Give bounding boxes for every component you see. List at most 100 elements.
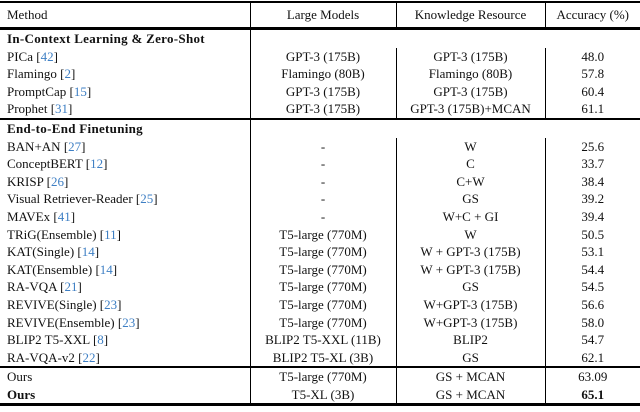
citation-link[interactable]: 11: [104, 226, 117, 242]
knowledge-resource-cell: C: [395, 155, 545, 173]
method-cell: TRiG(Ensemble) [11]: [7, 226, 122, 242]
citation-link[interactable]: 25: [140, 191, 154, 207]
section-header-row: End-to-End Finetuning: [0, 117, 640, 138]
accuracy-cell: 56.6: [544, 295, 640, 314]
table-row: BLIP2 T5-XXL [8] BLIP2 T5-XXL (11B) BLIP2 5…: [0, 331, 640, 349]
method-cell: KAT(Single) [14]: [7, 244, 100, 260]
large-models-cell: T5-large (770M): [249, 260, 396, 279]
large-models-cell: BLIP2 T5-XXL (11B): [249, 331, 396, 349]
accuracy-cell: 58.0: [544, 313, 640, 332]
citation-link[interactable]: 23: [104, 296, 118, 312]
method-cell: PromptCap [15]: [7, 83, 92, 99]
section-title: End-to-End Finetuning: [0, 117, 250, 138]
method-name: Flamingo: [7, 66, 57, 82]
citation-link[interactable]: 41: [57, 208, 71, 224]
large-models-cell: GPT-3 (175B): [249, 82, 396, 101]
method-name: KAT(Single): [7, 244, 75, 260]
method-name: PICa: [7, 48, 33, 64]
citation-link[interactable]: 31: [55, 101, 69, 117]
method-name: REVIVE(Single): [7, 296, 97, 312]
citation-link[interactable]: 8: [97, 332, 104, 348]
col-header-knowledge-resource: Knowledge Resource: [395, 2, 545, 30]
table-row: Prophet [31] GPT-3 (175B) GPT-3 (175B)+MCA…: [0, 100, 640, 119]
method-name: REVIVE(Ensemble): [7, 314, 115, 330]
citation-link[interactable]: 42: [40, 48, 54, 64]
table-row: TRiG(Ensemble) [11] T5-large (770M) W 50.5: [0, 225, 640, 244]
knowledge-resource-cell: GPT-3 (175B)+MCAN: [395, 100, 545, 119]
method-cell: RA-VQA [21]: [7, 279, 82, 295]
accuracy-cell: 65.1: [544, 385, 640, 405]
knowledge-resource-cell: W + GPT-3 (175B): [395, 243, 545, 261]
accuracy-cell: 57.8: [544, 65, 640, 83]
large-models-cell: -: [249, 190, 396, 208]
knowledge-resource-cell: BLIP2: [395, 331, 545, 349]
table-body: In-Context Learning & Zero-Shot PICa [42]…: [0, 28, 640, 405]
large-models-cell: T5-large (770M): [249, 243, 396, 261]
table-row: KAT(Ensemble) [14] T5-large (770M) W + GPT…: [0, 260, 640, 279]
large-models-cell: T5-large (770M): [249, 295, 396, 314]
large-models-cell: GPT-3 (175B): [249, 47, 396, 66]
method-name: Ours: [7, 386, 36, 402]
accuracy-cell: 39.2: [544, 190, 640, 208]
knowledge-resource-cell: GS + MCAN: [395, 366, 545, 386]
knowledge-resource-cell: Flamingo (80B): [395, 65, 545, 83]
knowledge-resource-cell: GS: [395, 348, 545, 368]
method-name: BAN+AN: [7, 138, 61, 154]
section-header-spacer: [249, 28, 640, 48]
table-row: Visual Retriever-Reader [25] - GS 39.2: [0, 190, 640, 208]
method-cell: Ours: [0, 386, 250, 405]
accuracy-cell: 48.0: [544, 47, 640, 66]
knowledge-resource-cell: W + GPT-3 (175B): [395, 260, 545, 279]
col-header-accuracy: Accuracy (%): [544, 2, 640, 30]
accuracy-cell: 63.09: [544, 366, 640, 386]
citation-link[interactable]: 12: [90, 156, 104, 172]
method-cell: BLIP2 T5-XXL [8]: [7, 332, 109, 348]
citation-link[interactable]: 14: [99, 261, 113, 277]
table-row: PromptCap [15] GPT-3 (175B) GPT-3 (175B) 60…: [0, 82, 640, 101]
citation-link[interactable]: 22: [82, 349, 96, 365]
table-row: Flamingo [2] Flamingo (80B) Flamingo (80B)…: [0, 65, 640, 83]
method-cell: RA-VQA-v2 [22]: [7, 349, 100, 365]
accuracy-cell: 53.1: [544, 243, 640, 261]
method-name: TRiG(Ensemble): [7, 226, 97, 242]
citation-link[interactable]: 23: [122, 314, 136, 330]
table-row: MAVEx [41] - W+C + GI 39.4: [0, 207, 640, 226]
citation-link[interactable]: 15: [73, 83, 87, 99]
knowledge-resource-cell: GS: [395, 278, 545, 296]
method-cell: Prophet [31]: [7, 101, 73, 117]
large-models-cell: BLIP2 T5-XL (3B): [249, 348, 396, 368]
col-header-large-models: Large Models: [249, 2, 396, 30]
table-row: BAN+AN [27] - W 25.6: [0, 137, 640, 156]
method-cell: KRISP [26]: [7, 173, 69, 189]
method-cell: REVIVE(Single) [23]: [7, 296, 122, 312]
accuracy-cell: 25.6: [544, 137, 640, 156]
citation-link[interactable]: 2: [64, 66, 71, 82]
large-models-cell: Flamingo (80B): [249, 65, 396, 83]
citation-link[interactable]: 21: [64, 279, 78, 295]
method-name: BLIP2 T5-XXL: [7, 332, 90, 348]
citation-link[interactable]: 26: [50, 173, 64, 189]
large-models-cell: -: [249, 137, 396, 156]
accuracy-cell: 61.1: [544, 100, 640, 119]
header-row: Method Large Models Knowledge Resource A…: [0, 2, 640, 30]
method-name: KAT(Ensemble): [7, 261, 93, 277]
section-title: In-Context Learning & Zero-Shot: [7, 31, 205, 46]
accuracy-cell: 60.4: [544, 82, 640, 101]
table-row: PICa [42] GPT-3 (175B) GPT-3 (175B) 48.0: [0, 47, 640, 66]
accuracy-cell: 38.4: [544, 172, 640, 191]
accuracy-cell: 54.4: [544, 260, 640, 279]
citation-link[interactable]: 27: [68, 138, 82, 154]
large-models-cell: T5-XL (3B): [249, 385, 396, 405]
method-name: MAVEx: [7, 208, 51, 224]
method-name: KRISP: [7, 173, 44, 189]
method-cell: Visual Retriever-Reader [25]: [7, 191, 158, 207]
large-models-cell: -: [249, 155, 396, 173]
large-models-cell: T5-large (770M): [249, 366, 396, 386]
knowledge-resource-cell: W: [395, 225, 545, 244]
table-row: REVIVE(Single) [23] T5-large (770M) W+GPT-…: [0, 295, 640, 314]
section-header-spacer: [249, 117, 640, 138]
knowledge-resource-cell: W: [395, 137, 545, 156]
citation-link[interactable]: 14: [81, 244, 95, 260]
table-row: RA-VQA-v2 [22] BLIP2 T5-XL (3B) GS 62.1: [0, 348, 640, 368]
